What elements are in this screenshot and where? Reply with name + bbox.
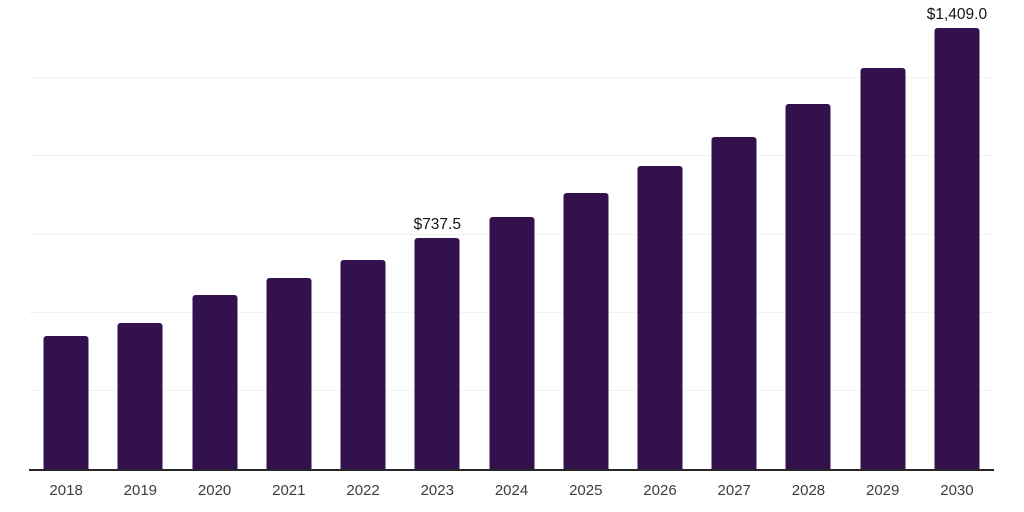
bar-2021 [266, 277, 312, 469]
x-axis-line [29, 469, 994, 471]
bar-2027 [711, 136, 757, 469]
x-tick-label-2023: 2023 [420, 482, 454, 499]
x-tick-label-2025: 2025 [569, 482, 603, 499]
bar-2022 [340, 259, 386, 469]
x-tick-label-2026: 2026 [643, 482, 677, 499]
bar-slot-2022 [326, 0, 400, 469]
bar-slot-2023: $737.5 [400, 0, 474, 469]
x-tick-label-2027: 2027 [717, 482, 751, 499]
bar-2030 [934, 28, 980, 469]
data-label-2023: $737.5 [413, 216, 461, 234]
data-label-2030: $1,409.0 [926, 6, 988, 24]
bar-slot-2025 [549, 0, 623, 469]
bar-2018 [43, 336, 89, 469]
bar-slot-2021 [252, 0, 326, 469]
bar-2020 [192, 294, 238, 469]
bar-2025 [563, 192, 609, 469]
x-tick-label-2018: 2018 [49, 482, 83, 499]
x-tick-label-2029: 2029 [866, 482, 900, 499]
bar-slot-2019 [103, 0, 177, 469]
plot-area: $737.5 $1,409.0 [29, 0, 994, 471]
bar-slot-2028 [771, 0, 845, 469]
x-tick-label-2024: 2024 [494, 482, 529, 499]
x-tick-label-2030: 2030 [940, 482, 974, 499]
bar-slot-2018 [29, 0, 103, 469]
x-tick-label-2019: 2019 [123, 482, 158, 499]
bar-slot-2026 [623, 0, 697, 469]
bars-layer: $737.5 $1,409.0 [29, 0, 994, 469]
bar-2026 [637, 166, 683, 469]
bar-slot-2029 [846, 0, 920, 469]
x-tick-label-2022: 2022 [346, 482, 380, 499]
bar-slot-2030: $1,409.0 [920, 0, 994, 469]
bar-slot-2024 [474, 0, 548, 469]
bar-slot-2020 [177, 0, 251, 469]
bar-2019 [117, 323, 163, 469]
x-tick-label-2021: 2021 [272, 482, 306, 499]
bar-2024 [489, 217, 535, 469]
x-axis-labels: 2018 2019 2020 2021 2022 2023 2024 2025 2026 2027… [29, 482, 994, 502]
x-tick-label-2028: 2028 [791, 482, 826, 499]
bar-2028 [785, 104, 831, 469]
bar-2023 [414, 238, 460, 469]
bar-2029 [860, 67, 906, 469]
x-tick-label-2020: 2020 [197, 482, 232, 499]
bar-slot-2027 [697, 0, 771, 469]
